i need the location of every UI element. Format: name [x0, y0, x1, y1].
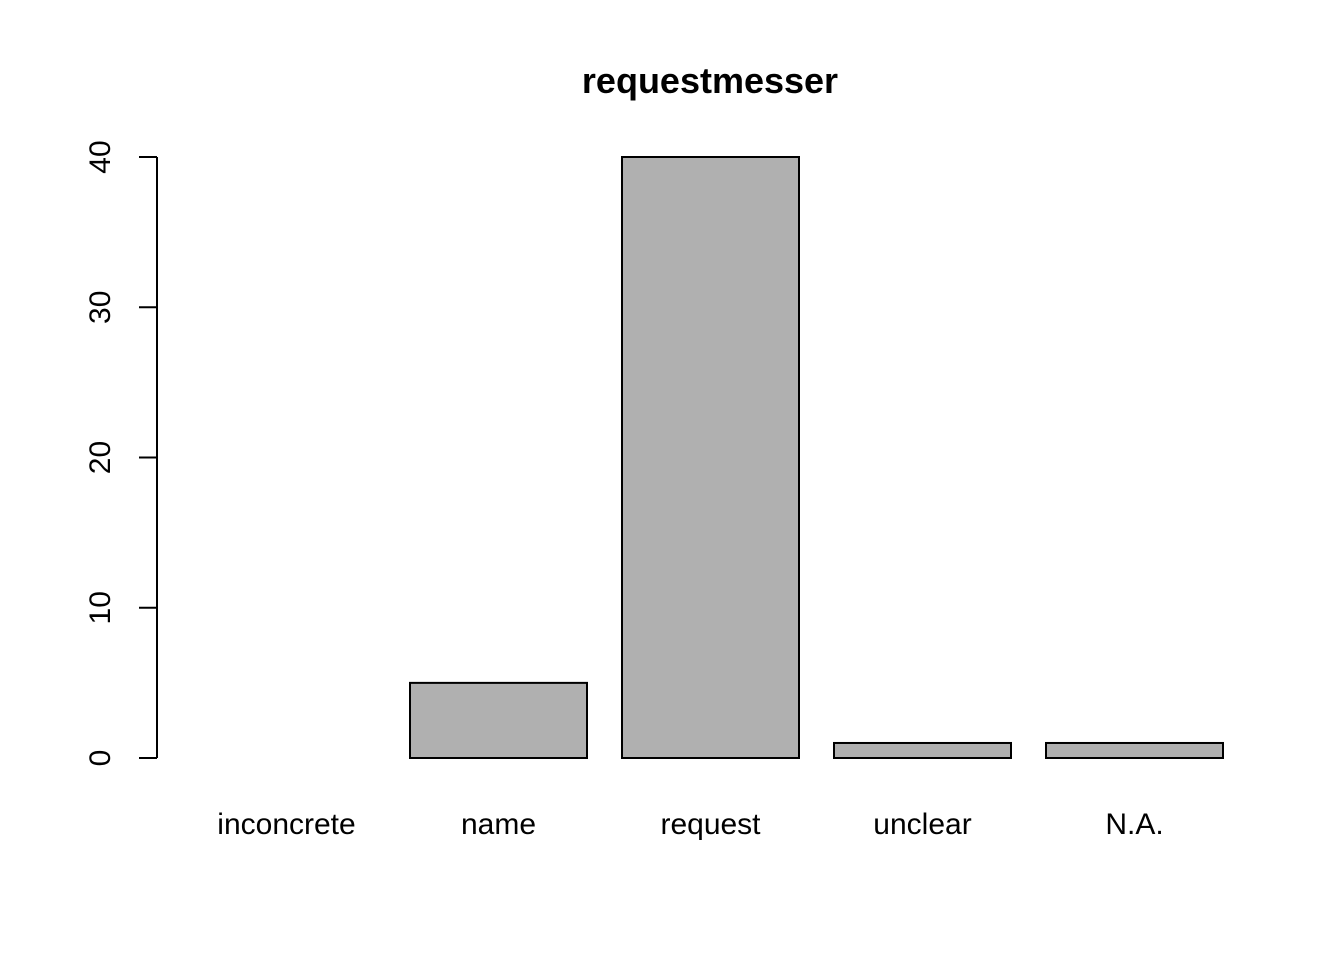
x-category-label: name [461, 808, 536, 841]
x-category-label: request [660, 808, 761, 841]
y-tick-label: 30 [84, 291, 117, 324]
y-axis: 0 10 20 30 40 [84, 140, 158, 767]
y-tick-label: 0 [84, 750, 117, 767]
x-category-label: N.A. [1105, 808, 1163, 841]
chart-title: requestmesser [582, 60, 838, 101]
bar-n-a [1045, 741, 1224, 759]
x-category-label: inconcrete [217, 808, 355, 841]
bars-group [409, 156, 1224, 759]
bar-request [621, 156, 800, 759]
y-tick-label: 10 [84, 591, 117, 624]
y-tick-label: 40 [84, 140, 117, 173]
x-axis-labels: inconcrete name request unclear N.A. [217, 808, 1163, 841]
x-category-label: unclear [873, 808, 971, 841]
bar-unclear [833, 741, 1012, 759]
y-tick-label: 20 [84, 441, 117, 474]
bar-name [409, 681, 588, 759]
